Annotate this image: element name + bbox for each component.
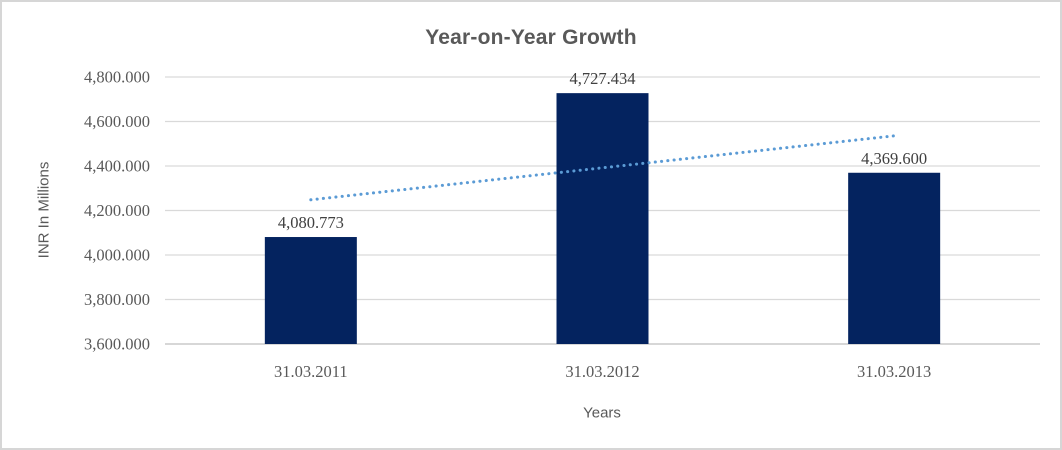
x-tick-label: 31.03.2013 xyxy=(857,362,931,381)
x-tick-label: 31.03.2012 xyxy=(565,362,639,381)
bar-31.03.2011 xyxy=(264,237,357,344)
y-tick-label: 4,600.000 xyxy=(84,112,150,131)
trendline xyxy=(309,134,899,202)
y-tick-label: 4,000.000 xyxy=(84,246,150,265)
y-tick-label: 4,200.000 xyxy=(84,201,150,220)
bar-31.03.2012 xyxy=(556,93,649,344)
y-tick-label: 3,600.000 xyxy=(84,335,150,354)
y-tick-label: 3,800.000 xyxy=(84,290,150,309)
y-tick-label: 4,400.000 xyxy=(84,157,150,176)
chart-title: Year-on-Year Growth xyxy=(425,26,637,49)
bar-data-label: 4,727.434 xyxy=(570,69,636,88)
bar-data-label: 4,369.600 xyxy=(861,149,927,168)
bar-data-label: 4,080.773 xyxy=(278,213,344,232)
y-tick-label: 4,800.000 xyxy=(84,68,150,87)
x-axis-title: Years xyxy=(583,404,621,422)
bar-31.03.2013 xyxy=(848,172,941,344)
x-tick-label: 31.03.2011 xyxy=(274,362,348,381)
